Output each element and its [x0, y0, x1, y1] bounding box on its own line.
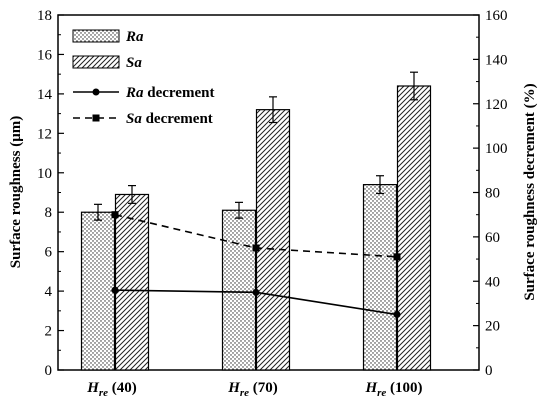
category-labels: Hre (40) Hre (70) Hre (100)	[86, 380, 422, 399]
left-axis-title: Surface roughness (μm)	[8, 116, 24, 268]
left-tick-label: 18	[37, 8, 52, 24]
legend-marker	[92, 88, 100, 96]
bar-sa	[396, 85, 432, 371]
bar-ra	[362, 184, 398, 371]
left-tick-label: 10	[37, 166, 52, 182]
category-label: Hre (100)	[364, 380, 422, 399]
legend-label-ra: Ra	[125, 29, 144, 45]
legend-label-ra-decrement: Ra decrement	[125, 85, 214, 101]
bar-sa	[114, 193, 150, 371]
legend-label-sa: Sa	[126, 55, 142, 71]
legend-marker	[92, 114, 100, 122]
left-tick-label: 14	[37, 87, 53, 103]
point-sa-decrement	[252, 244, 260, 252]
right-tick-label: 160	[485, 8, 508, 24]
left-tick-label: 12	[37, 126, 52, 142]
bars	[80, 85, 432, 371]
decrement-lines	[111, 211, 401, 319]
point-sa-decrement	[393, 253, 401, 261]
bar-ra	[221, 209, 257, 371]
right-tick-label: 20	[485, 319, 500, 335]
right-tick-label: 60	[485, 230, 500, 246]
category-label: Hre (70)	[227, 380, 278, 399]
right-tick-label: 80	[485, 186, 500, 202]
right-tick-label: 40	[485, 274, 500, 290]
right-axis-title: Surface roughness decrement (%)	[522, 83, 538, 300]
left-tick-label: 16	[37, 47, 53, 63]
point-ra-decrement	[111, 286, 119, 294]
left-tick-label: 8	[45, 205, 53, 221]
point-ra-decrement	[252, 288, 260, 296]
legend-swatch-ra	[72, 29, 120, 43]
legend: Ra Sa Ra decrement Sa decrement	[72, 29, 214, 127]
right-tick-label: 100	[485, 141, 508, 157]
left-tick-label: 6	[45, 245, 53, 261]
left-tick-label: 2	[45, 324, 53, 340]
right-tick-label: 140	[485, 52, 508, 68]
bar-ra	[80, 211, 116, 371]
left-tick-label: 4	[45, 284, 53, 300]
bar-sa	[255, 109, 291, 371]
point-sa-decrement	[111, 211, 119, 219]
error-bars	[94, 71, 418, 221]
right-axis-ticks: 0 20 40 60 80 100 120 140 160	[473, 8, 508, 379]
left-tick-label: 0	[45, 363, 53, 379]
legend-label-sa-decrement: Sa decrement	[126, 111, 213, 127]
right-tick-label: 120	[485, 97, 508, 113]
right-tick-label: 0	[485, 363, 493, 379]
legend-swatch-sa	[72, 55, 120, 69]
left-axis-ticks: 0 2 4 6 8 10 12 14 16 18	[37, 8, 64, 379]
category-label: Hre (40)	[86, 380, 137, 399]
point-ra-decrement	[393, 311, 401, 319]
